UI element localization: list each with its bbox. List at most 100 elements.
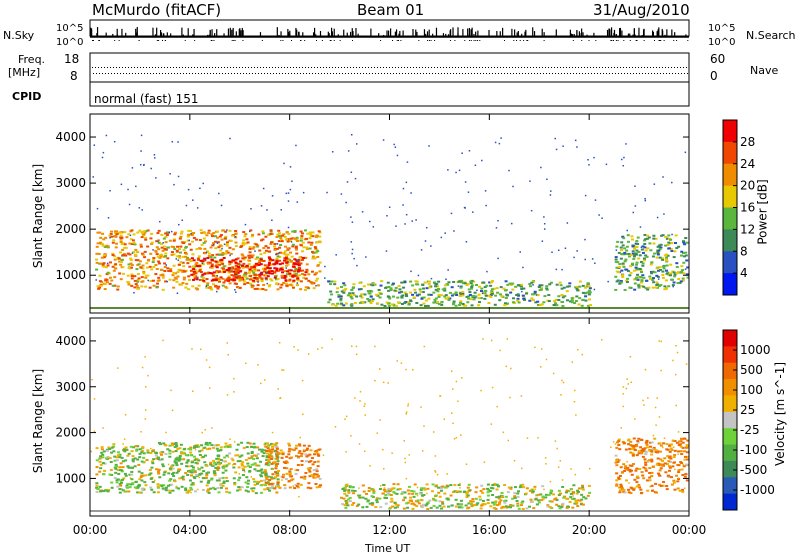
heat-cell bbox=[211, 254, 215, 257]
noise-point bbox=[656, 397, 658, 399]
heat-cell bbox=[327, 280, 331, 283]
nsearch-dot bbox=[449, 40, 451, 41]
heat-cell bbox=[211, 486, 215, 489]
heat-cell bbox=[193, 458, 197, 461]
heat-cell bbox=[252, 442, 256, 445]
heat-cell bbox=[390, 500, 394, 503]
freq-dot bbox=[668, 67, 669, 68]
heat-cell bbox=[223, 237, 227, 240]
noise-point bbox=[287, 192, 290, 194]
noise-point bbox=[490, 339, 493, 342]
heat-cell bbox=[310, 474, 314, 477]
noise-point bbox=[365, 256, 367, 258]
heat-cell bbox=[270, 442, 274, 445]
heat-cell bbox=[268, 448, 272, 451]
heat-cell bbox=[486, 491, 490, 494]
heat-cell bbox=[632, 446, 636, 449]
heat-cell bbox=[144, 474, 148, 477]
heat-cell bbox=[152, 256, 156, 259]
heat-cell bbox=[100, 243, 104, 246]
heat-cell bbox=[270, 457, 274, 460]
heat-cell bbox=[198, 279, 202, 282]
nsearch-dot bbox=[231, 40, 233, 41]
heat-cell bbox=[281, 271, 285, 274]
heat-cell bbox=[275, 453, 279, 456]
heat-cell bbox=[313, 256, 317, 259]
heat-cell bbox=[553, 498, 557, 501]
heat-cell bbox=[666, 455, 670, 458]
heat-cell bbox=[587, 484, 591, 487]
freq-dot bbox=[269, 67, 270, 68]
heat-cell bbox=[211, 244, 215, 247]
heat-cell bbox=[128, 253, 132, 256]
heat-cell bbox=[558, 492, 562, 495]
noise-point bbox=[218, 460, 220, 463]
nave-dot bbox=[342, 73, 343, 74]
heat-cell bbox=[237, 479, 241, 482]
heat-cell bbox=[403, 281, 407, 284]
heat-cell bbox=[398, 291, 402, 294]
heat-cell bbox=[637, 450, 641, 453]
nsky-bar bbox=[658, 27, 660, 37]
heat-cell bbox=[203, 259, 207, 262]
heat-cell bbox=[190, 488, 194, 491]
heat-cell bbox=[646, 288, 650, 291]
heat-cell bbox=[452, 300, 456, 303]
nave-dot bbox=[399, 73, 400, 74]
heat-cell bbox=[619, 483, 623, 486]
heat-cell bbox=[187, 233, 191, 236]
heat-cell bbox=[635, 276, 639, 279]
heat-cell bbox=[280, 268, 284, 271]
heat-cell bbox=[264, 471, 268, 474]
heat-cell bbox=[436, 290, 440, 293]
heat-cell bbox=[568, 501, 572, 504]
nsky-bar bbox=[287, 28, 289, 37]
heat-cell bbox=[581, 488, 585, 491]
noise-point bbox=[92, 176, 94, 178]
heat-cell bbox=[565, 497, 569, 500]
heat-cell bbox=[375, 497, 379, 500]
nsky-bar bbox=[343, 29, 345, 37]
heat-cell bbox=[677, 278, 681, 281]
heat-cell bbox=[658, 450, 662, 453]
heat-cell bbox=[665, 443, 669, 446]
noise-point bbox=[254, 250, 256, 252]
heat-cell bbox=[262, 247, 266, 250]
heat-cell bbox=[588, 491, 592, 494]
heat-cell bbox=[310, 281, 314, 284]
heat-cell bbox=[617, 438, 621, 441]
freq-dot bbox=[272, 67, 273, 68]
heat-cell bbox=[657, 249, 661, 252]
heat-cell bbox=[227, 271, 231, 274]
heat-cell bbox=[675, 247, 679, 250]
axis-ticks: 00:00 04:00 08:00 12:00 16:00 20:00 00:0010002… bbox=[55, 114, 706, 537]
freq-dot bbox=[671, 67, 672, 68]
heat-cell bbox=[132, 251, 136, 254]
nsky-bar bbox=[276, 27, 278, 37]
heat-cell bbox=[105, 273, 109, 276]
noise-point bbox=[577, 348, 579, 351]
noise-point bbox=[423, 345, 426, 348]
nave-dot bbox=[495, 73, 496, 74]
nsky-bar bbox=[423, 29, 426, 37]
noise-point bbox=[379, 368, 381, 370]
freq-dot bbox=[152, 67, 153, 68]
velocity-cbar-swatch bbox=[723, 493, 737, 511]
heat-cell bbox=[383, 496, 387, 499]
nsky-bar bbox=[502, 27, 504, 37]
noise-point bbox=[344, 418, 346, 420]
heat-cell bbox=[668, 455, 672, 458]
nave-dot bbox=[570, 73, 571, 74]
heat-cell bbox=[246, 241, 250, 244]
heat-cell bbox=[677, 440, 681, 443]
nsky-bar bbox=[452, 27, 454, 37]
heat-cell bbox=[423, 281, 427, 284]
heat-cell bbox=[646, 234, 650, 237]
freq-dot bbox=[683, 67, 684, 68]
nave-dot bbox=[252, 73, 253, 74]
noise-point bbox=[416, 494, 419, 497]
nsky-bar bbox=[399, 30, 401, 37]
noise-point bbox=[296, 282, 299, 284]
heat-cell bbox=[116, 454, 120, 457]
nave-dot bbox=[474, 73, 475, 74]
